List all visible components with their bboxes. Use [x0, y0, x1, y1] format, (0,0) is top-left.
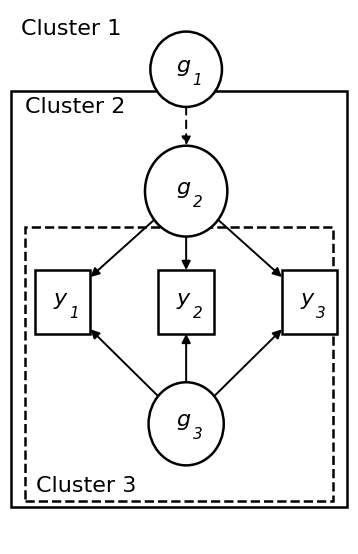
- Text: 2: 2: [193, 305, 203, 321]
- Text: y: y: [177, 289, 190, 309]
- Bar: [11, 91, 347, 507]
- Text: g: g: [176, 178, 190, 198]
- Text: y: y: [300, 289, 313, 309]
- Text: 3: 3: [316, 305, 326, 321]
- Text: g: g: [176, 56, 190, 76]
- Bar: [282, 270, 338, 334]
- Text: 1: 1: [193, 73, 203, 88]
- Text: g: g: [176, 411, 190, 430]
- Bar: [158, 270, 214, 334]
- Ellipse shape: [149, 382, 224, 465]
- Bar: [35, 270, 91, 334]
- Ellipse shape: [150, 32, 222, 107]
- Text: 3: 3: [193, 427, 203, 443]
- Bar: [25, 227, 333, 501]
- Text: Cluster 2: Cluster 2: [25, 97, 125, 117]
- Text: 2: 2: [193, 194, 203, 210]
- Text: 1: 1: [69, 305, 79, 321]
- Text: Cluster 3: Cluster 3: [36, 476, 136, 496]
- Text: y: y: [53, 289, 66, 309]
- Text: Cluster 1: Cluster 1: [21, 19, 122, 39]
- Ellipse shape: [145, 146, 227, 237]
